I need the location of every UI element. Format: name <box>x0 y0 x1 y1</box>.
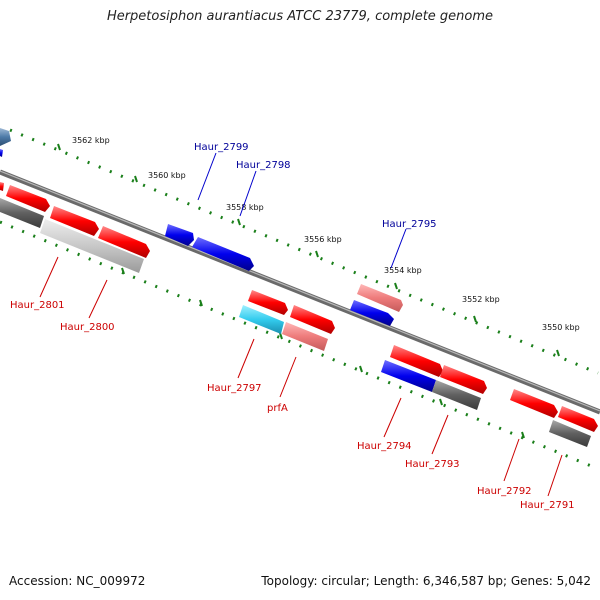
leader-line <box>39 256 59 298</box>
gene-arrow[interactable] <box>357 284 403 312</box>
ruler-label: 3554 kbp <box>384 266 422 275</box>
leader-line <box>431 414 449 455</box>
upper-genes <box>0 128 403 326</box>
gene-label[interactable]: prfA <box>267 403 288 414</box>
gene-label[interactable]: Haur_2797 <box>207 383 262 394</box>
topology-label: Topology: circular; Length: 6,346,587 bp… <box>261 574 591 588</box>
leader-line <box>279 356 297 398</box>
lower-genes <box>239 290 598 447</box>
tick-mark <box>473 315 477 323</box>
gene-arrow[interactable] <box>192 237 254 271</box>
ruler-label: 3556 kbp <box>304 235 342 244</box>
genome-title: Herpetosiphon aurantiacus ATCC 23779, co… <box>106 9 494 24</box>
gene-label[interactable]: Haur_2792 <box>477 486 532 497</box>
tick-mark <box>439 398 443 406</box>
tick-mark <box>57 143 61 151</box>
tick-mark <box>521 431 525 439</box>
tick-mark <box>199 299 203 307</box>
accession-label: Accession: NC_009972 <box>9 574 146 588</box>
gene-label[interactable]: Haur_2798 <box>236 160 291 171</box>
leader-line <box>503 438 520 482</box>
tick-mark <box>279 332 283 340</box>
genome-backbone <box>0 169 600 415</box>
gene-arrow[interactable] <box>282 322 328 351</box>
gene-arrow[interactable] <box>165 224 194 246</box>
leader-line <box>390 228 407 269</box>
gene-arrow[interactable] <box>350 300 394 326</box>
ruler-label: 3552 kbp <box>462 295 500 304</box>
top-ruler: 3562 kbp 3560 kbp 3558 kbp 3556 kbp 3554… <box>9 128 599 375</box>
gene-label[interactable]: Haur_2793 <box>405 459 460 470</box>
gene-arrow[interactable] <box>239 305 284 334</box>
gene-arrow[interactable] <box>390 345 443 377</box>
gene-arrow[interactable] <box>510 389 558 418</box>
tick-mark <box>237 218 241 226</box>
leader-line <box>383 397 402 438</box>
gene-label[interactable]: Haur_2794 <box>357 441 412 452</box>
ruler-label: 3558 kbp <box>226 203 264 212</box>
bottom-ruler <box>0 220 597 470</box>
leader-line <box>547 454 563 497</box>
leader-line <box>197 152 217 201</box>
gene-arrow[interactable] <box>98 226 150 258</box>
gene-arrow[interactable] <box>549 420 591 447</box>
gene-label[interactable]: Haur_2799 <box>194 142 249 153</box>
gene-arrow[interactable] <box>558 406 598 432</box>
gene-arrow[interactable] <box>0 128 11 146</box>
gene-arrow[interactable] <box>0 198 44 228</box>
gene-arrow[interactable] <box>0 182 4 191</box>
tick-mark <box>121 267 125 275</box>
tick-mark <box>556 349 560 357</box>
ruler-label: 3550 kbp <box>542 323 580 332</box>
gene-arrow[interactable] <box>248 290 288 315</box>
gene-arrow[interactable] <box>0 149 3 157</box>
gene-arrow[interactable] <box>440 365 487 394</box>
ruler-label: 3562 kbp <box>72 136 110 145</box>
gene-arrow[interactable] <box>50 206 99 236</box>
gene-arrow[interactable] <box>6 185 50 212</box>
gene-label[interactable]: Haur_2800 <box>60 322 115 333</box>
leader-line <box>88 279 108 319</box>
gene-label[interactable]: Haur_2801 <box>10 300 65 311</box>
tick-mark <box>359 365 363 373</box>
gene-arrow[interactable] <box>290 305 335 334</box>
tick-mark <box>394 282 398 290</box>
leader-line <box>239 170 257 217</box>
gene-arrow[interactable] <box>381 360 436 392</box>
bottom-ruler-dots <box>0 220 597 470</box>
leader-line <box>237 338 255 379</box>
gene-label[interactable]: Haur_2791 <box>520 500 575 511</box>
bottom-gene-labels: Haur_2801 Haur_2800 Haur_2797 prfA Haur_… <box>10 256 575 511</box>
tick-mark <box>134 175 138 183</box>
gene-arrow[interactable] <box>40 219 144 273</box>
genome-backbone-highlight <box>0 170 600 412</box>
tick-mark <box>315 250 319 258</box>
top-gene-labels: Haur_2799 Haur_2798 Haur_2795 <box>194 142 437 269</box>
gene-label[interactable]: Haur_2795 <box>382 219 437 230</box>
ruler-label: 3560 kbp <box>148 171 186 180</box>
gene-arrow[interactable] <box>432 380 481 410</box>
